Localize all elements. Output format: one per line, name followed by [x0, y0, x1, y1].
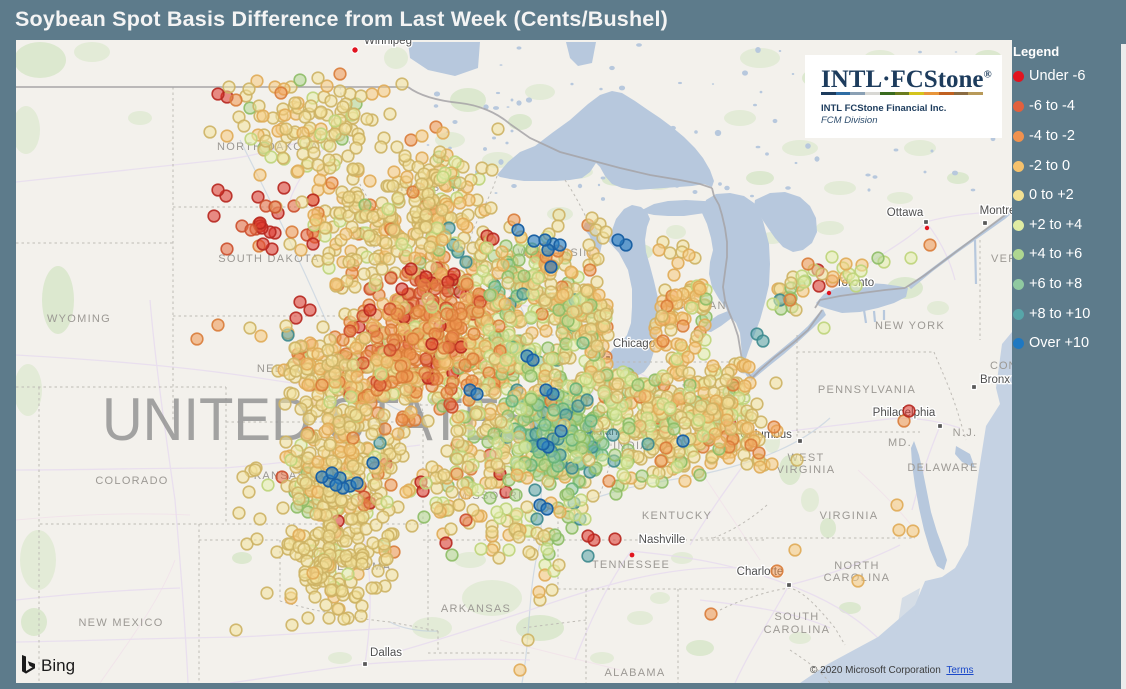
- svg-text:SOUTH: SOUTH: [775, 611, 820, 623]
- svg-text:MD.: MD.: [888, 437, 912, 449]
- svg-text:VIRGINIA: VIRGINIA: [777, 464, 836, 476]
- svg-text:Dallas: Dallas: [370, 647, 402, 659]
- svg-text:VIRGINIA: VIRGINIA: [820, 510, 879, 522]
- svg-text:Montreal: Montreal: [980, 205, 1012, 217]
- svg-text:NEW YORK: NEW YORK: [875, 320, 945, 332]
- svg-text:Bronx: Bronx: [980, 374, 1010, 386]
- svg-text:PENNSYLVANIA: PENNSYLVANIA: [818, 384, 916, 396]
- svg-text:TENNESSEE: TENNESSEE: [592, 559, 670, 571]
- svg-text:WYOMING: WYOMING: [47, 313, 111, 325]
- svg-text:NORTH: NORTH: [834, 560, 879, 572]
- svg-text:Ottawa: Ottawa: [887, 207, 924, 219]
- svg-text:KENTUCKY: KENTUCKY: [642, 510, 712, 522]
- svg-text:DELAWARE: DELAWARE: [907, 462, 978, 474]
- svg-text:VERMONT: VERMONT: [991, 253, 1012, 265]
- svg-text:N.J.: N.J.: [953, 427, 978, 439]
- svg-text:Nashville: Nashville: [639, 534, 686, 546]
- svg-text:Chicago: Chicago: [613, 338, 655, 350]
- svg-text:CAROLINA: CAROLINA: [764, 624, 831, 636]
- svg-text:Winnipeg: Winnipeg: [364, 40, 412, 47]
- svg-text:CONN.: CONN.: [990, 360, 1012, 372]
- svg-text:COLORADO: COLORADO: [95, 475, 168, 487]
- svg-text:ALABAMA: ALABAMA: [604, 667, 665, 679]
- svg-text:SOUTH DAKOTA: SOUTH DAKOTA: [218, 253, 320, 265]
- svg-text:ARKANSAS: ARKANSAS: [441, 603, 511, 615]
- svg-text:NEW MEXICO: NEW MEXICO: [78, 617, 163, 629]
